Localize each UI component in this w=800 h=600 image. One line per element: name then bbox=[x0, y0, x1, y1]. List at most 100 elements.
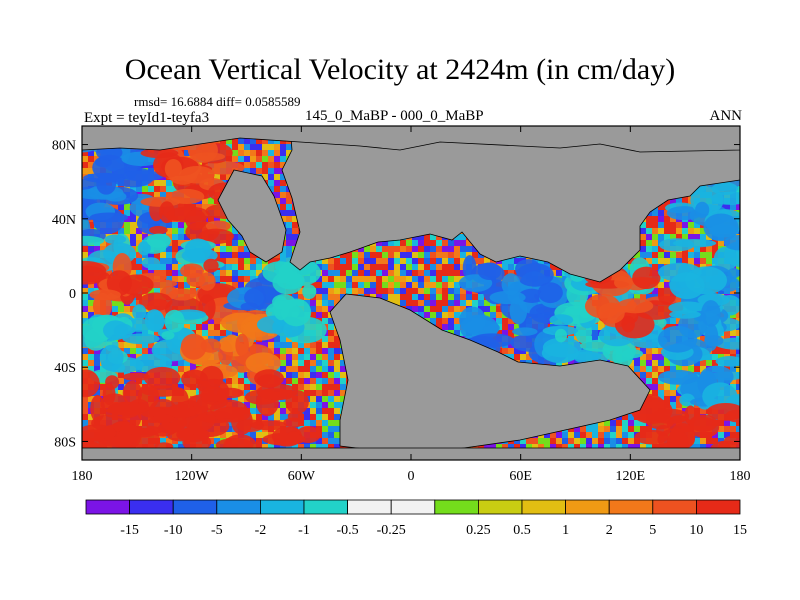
field-cell bbox=[124, 342, 130, 348]
field-cell bbox=[736, 330, 740, 336]
field-cell bbox=[124, 306, 130, 312]
field-cell bbox=[214, 276, 220, 282]
field-cell bbox=[682, 252, 688, 258]
field-cell bbox=[304, 366, 310, 372]
field-cell bbox=[88, 354, 94, 360]
field-cell bbox=[166, 228, 172, 234]
field-cell bbox=[412, 276, 418, 282]
field-cell bbox=[640, 228, 646, 234]
field-cell bbox=[730, 378, 736, 384]
field-cell bbox=[238, 264, 244, 270]
field-cell bbox=[352, 264, 358, 270]
field-cell bbox=[130, 330, 136, 336]
field-cell bbox=[400, 270, 406, 276]
field-cell bbox=[298, 342, 304, 348]
field-cell bbox=[346, 270, 352, 276]
field-cell bbox=[232, 384, 238, 390]
field-cell bbox=[706, 354, 712, 360]
field-cell bbox=[694, 360, 700, 366]
field-cell bbox=[88, 150, 94, 156]
field-cell bbox=[346, 276, 352, 282]
field-cell bbox=[130, 186, 136, 192]
field-cell bbox=[640, 378, 646, 384]
field-cell bbox=[490, 306, 496, 312]
field-cell bbox=[250, 270, 256, 276]
field-cell bbox=[508, 342, 514, 348]
field-cell bbox=[556, 270, 562, 276]
field-cell bbox=[466, 246, 472, 252]
field-cell bbox=[664, 366, 670, 372]
field-cell bbox=[418, 282, 424, 288]
field-cell bbox=[730, 288, 736, 294]
field-cell bbox=[322, 360, 328, 366]
field-cell bbox=[118, 390, 124, 396]
field-cell bbox=[124, 204, 130, 210]
field-cell bbox=[226, 270, 232, 276]
field-cell bbox=[652, 288, 658, 294]
field-cell bbox=[430, 240, 436, 246]
field-cell bbox=[82, 294, 88, 300]
field-cell bbox=[334, 396, 340, 402]
field-cell bbox=[88, 288, 94, 294]
field-cell bbox=[340, 264, 346, 270]
field-cell bbox=[454, 330, 460, 336]
field-cell bbox=[262, 174, 268, 180]
field-cell bbox=[514, 354, 520, 360]
field-cell bbox=[136, 186, 142, 192]
field-cell bbox=[406, 300, 412, 306]
field-cell bbox=[370, 276, 376, 282]
field-cell bbox=[568, 360, 574, 366]
field-cell bbox=[316, 258, 322, 264]
field-cell bbox=[238, 276, 244, 282]
field-cell bbox=[214, 324, 220, 330]
field-cell bbox=[400, 294, 406, 300]
field-cell bbox=[328, 384, 334, 390]
field-cell bbox=[148, 348, 154, 354]
field-cell bbox=[502, 264, 508, 270]
field-cell bbox=[202, 336, 208, 342]
field-cell bbox=[442, 258, 448, 264]
field-cell bbox=[730, 330, 736, 336]
field-cell bbox=[664, 318, 670, 324]
field-cell bbox=[358, 276, 364, 282]
field-cell bbox=[334, 288, 340, 294]
field-cell bbox=[640, 348, 646, 354]
field-cell bbox=[382, 270, 388, 276]
field-cell bbox=[496, 306, 502, 312]
field-cell bbox=[310, 366, 316, 372]
field-cell bbox=[442, 324, 448, 330]
field-cell bbox=[436, 246, 442, 252]
field-cell bbox=[130, 222, 136, 228]
field-cell bbox=[226, 252, 232, 258]
field-cell bbox=[370, 264, 376, 270]
field-cell bbox=[394, 294, 400, 300]
field-cell bbox=[460, 294, 466, 300]
field-cell bbox=[358, 264, 364, 270]
field-cell bbox=[238, 282, 244, 288]
field-cell bbox=[682, 222, 688, 228]
field-cell bbox=[280, 144, 286, 150]
field-cell bbox=[454, 312, 460, 318]
field-cell bbox=[502, 330, 508, 336]
field-cell bbox=[268, 144, 274, 150]
field-cell bbox=[112, 312, 118, 318]
field-cell bbox=[430, 276, 436, 282]
field-cell bbox=[658, 228, 664, 234]
field-cell bbox=[118, 342, 124, 348]
field-cell bbox=[370, 288, 376, 294]
field-cell bbox=[244, 144, 250, 150]
field-cell bbox=[340, 258, 346, 264]
field-cell bbox=[460, 252, 466, 258]
field-cell bbox=[334, 258, 340, 264]
field-cell bbox=[358, 246, 364, 252]
field-cell bbox=[280, 360, 286, 366]
field-cell bbox=[658, 204, 664, 210]
field-cell bbox=[676, 258, 682, 264]
field-cell bbox=[334, 390, 340, 396]
field-cell bbox=[112, 300, 118, 306]
field-cell bbox=[382, 264, 388, 270]
field-cell bbox=[736, 288, 740, 294]
field-cell bbox=[400, 240, 406, 246]
field-cell bbox=[280, 354, 286, 360]
field-cell bbox=[328, 318, 334, 324]
